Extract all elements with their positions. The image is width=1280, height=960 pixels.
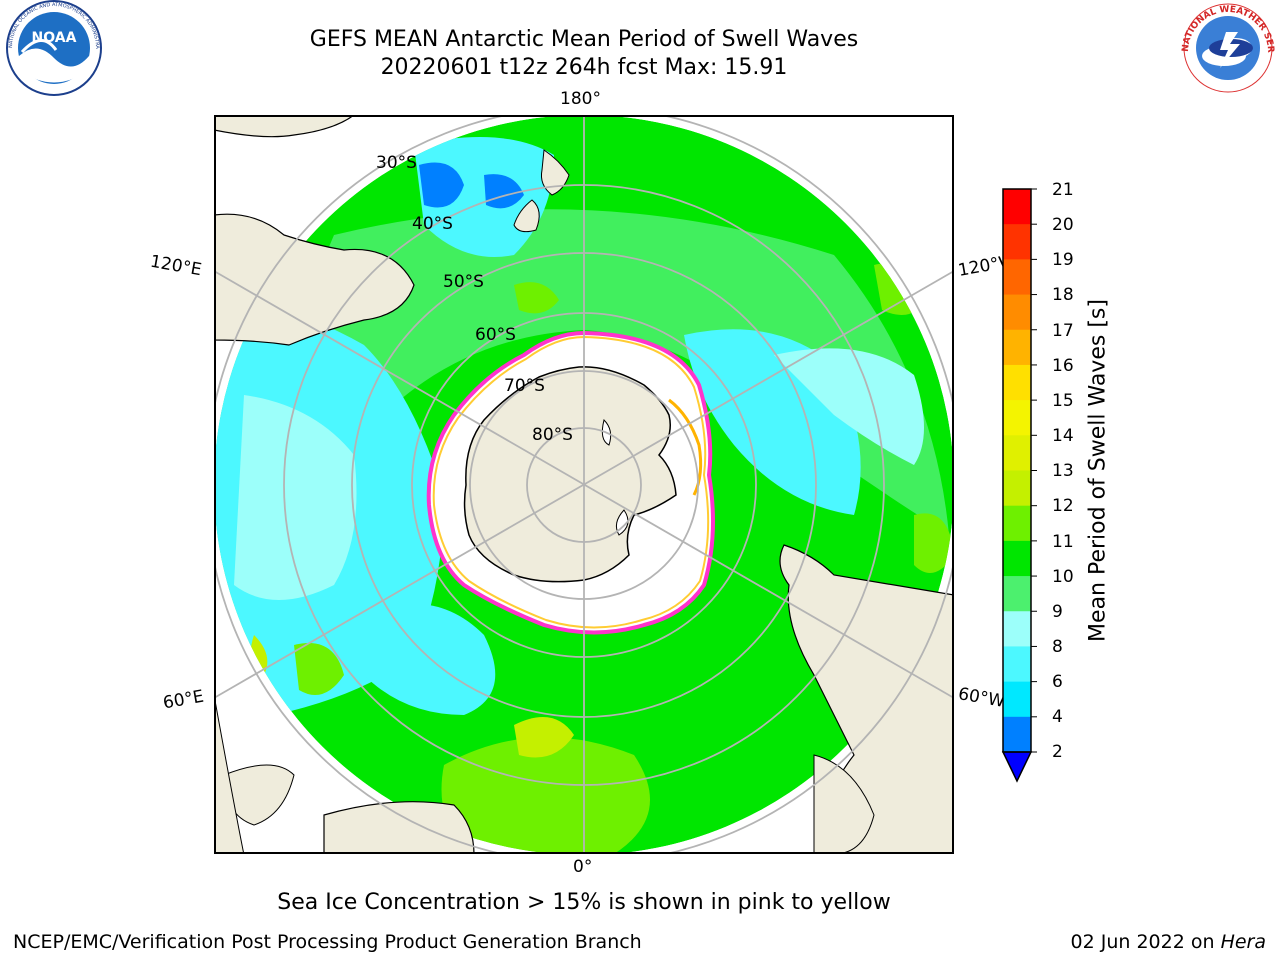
lon-label-120e: 120°E <box>148 251 204 281</box>
colorbar-tick-label: 13 <box>1052 461 1074 481</box>
lat-label-70s: 70°S <box>504 376 545 396</box>
colorbar-segment <box>1003 611 1031 647</box>
colorbar-segment <box>1003 400 1031 436</box>
colorbar-segment <box>1003 224 1031 260</box>
lon-label-60e: 60°E <box>161 686 206 714</box>
footer-host: Hera <box>1220 931 1266 953</box>
colorbar-tick-label: 6 <box>1052 672 1063 692</box>
nws-logo: NATIONAL WEATHER SERVICE <box>1176 2 1275 93</box>
colorbar-segment <box>1003 681 1031 718</box>
colorbar-tick-label: 19 <box>1052 250 1074 270</box>
lon-label-180: 180° <box>560 89 601 109</box>
lat-label-50s: 50°S <box>443 272 484 292</box>
colorbar-segment <box>1003 716 1031 753</box>
colorbar-segment <box>1003 435 1031 471</box>
colorbar-tick-label: 20 <box>1052 215 1074 235</box>
australia-land <box>214 213 415 346</box>
colorbar-segment <box>1003 505 1031 542</box>
colorbar-segment <box>1003 329 1031 366</box>
lon-label-0: 0° <box>573 857 593 877</box>
colorbar-segment <box>1003 470 1031 507</box>
colorbar-tick-label: 17 <box>1052 321 1074 341</box>
map-title: GEFS MEAN Antarctic Mean Period of Swell… <box>309 27 859 52</box>
africa-land <box>323 801 475 854</box>
colorbar-segment <box>1003 540 1031 577</box>
noaa-logo-text: NOAA <box>32 30 77 46</box>
meridians <box>214 115 954 854</box>
colorbar-tick-label: 21 <box>1052 180 1074 200</box>
map-subtitle: 20220601 t12z 264h fcst Max: 15.91 <box>380 55 788 80</box>
sea-ice-note: Sea Ice Concentration > 15% is shown in … <box>277 890 891 915</box>
colorbar-tick-labels: 21 20 19 18 17 16 15 14 13 12 11 10 9 8 … <box>1052 180 1092 780</box>
colorbar-tick-label: 8 <box>1052 637 1063 657</box>
map-frame <box>214 115 954 854</box>
colorbar-extend-arrow <box>1001 751 1033 783</box>
colorbar-segment <box>1003 259 1031 296</box>
colorbar-segment <box>1003 294 1031 331</box>
colorbar-tick-label: 9 <box>1052 602 1063 622</box>
colorbar-tick-label: 14 <box>1052 426 1074 446</box>
lat-label-30s: 30°S <box>376 153 417 173</box>
colorbar-tick-label: 10 <box>1052 567 1074 587</box>
colorbar-segment <box>1003 189 1031 225</box>
colorbar-tick-label: 18 <box>1052 285 1074 305</box>
colorbar-segment <box>1003 364 1031 401</box>
lat-label-40s: 40°S <box>412 214 453 234</box>
colorbar-tick-label: 2 <box>1052 742 1063 762</box>
colorbar-segments <box>1003 189 1031 753</box>
footer-date: 02 Jun 2022 on Hera <box>1071 931 1266 953</box>
polar-map: 30°S 40°S 50°S 60°S 70°S 80°S <box>214 115 954 854</box>
footer-credit: NCEP/EMC/Verification Post Processing Pr… <box>13 931 642 953</box>
colorbar-tick-label: 15 <box>1052 391 1074 411</box>
colorbar-tick-label: 16 <box>1052 356 1074 376</box>
footer-date-text: 02 Jun 2022 on <box>1070 931 1221 953</box>
colorbar-segment <box>1003 646 1031 683</box>
lat-label-80s: 80°S <box>532 425 573 445</box>
lat-label-60s: 60°S <box>475 325 516 345</box>
colorbar-ticks <box>1031 188 1037 753</box>
colorbar-tick-label: 4 <box>1052 707 1063 727</box>
colorbar-segment <box>1003 576 1031 612</box>
noaa-logo: NOAA NATIONAL OCEANIC AND ATMOSPHERIC AD… <box>2 0 102 96</box>
colorbar-tick-label: 11 <box>1052 532 1074 552</box>
colorbar-label: Mean Period of Swell Waves [s] <box>1085 299 1111 642</box>
colorbar <box>1001 188 1037 783</box>
colorbar-tick-label: 12 <box>1052 496 1074 516</box>
